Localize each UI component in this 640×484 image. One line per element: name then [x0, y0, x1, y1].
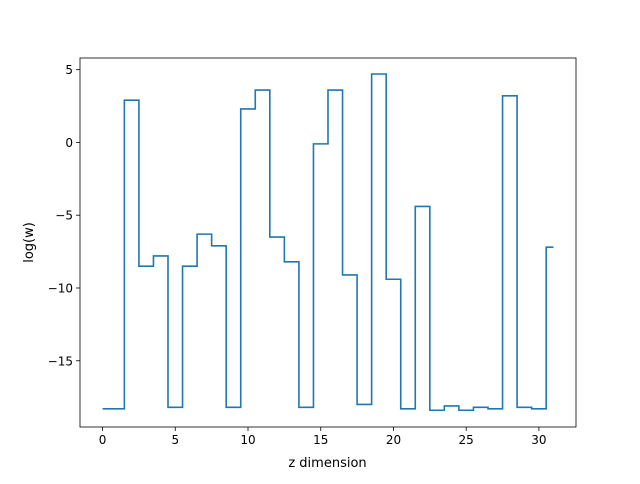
- y-tick-label: −15: [48, 354, 73, 368]
- y-tick-label: 5: [65, 63, 73, 77]
- x-tick-label: 25: [459, 433, 474, 447]
- x-tick-label: 5: [171, 433, 179, 447]
- plot-area: [79, 57, 577, 428]
- x-tick-label: 0: [99, 433, 107, 447]
- x-tick-label: 30: [531, 433, 546, 447]
- x-axis-label: z dimension: [288, 456, 366, 471]
- y-axis: 5 0 −5 −10 −15: [48, 63, 80, 368]
- series-line-0: [102, 73, 554, 412]
- y-axis-label: log(w): [22, 222, 37, 263]
- y-tick-label: 0: [65, 136, 73, 150]
- x-tick-label: 15: [313, 433, 328, 447]
- y-tick-label: −5: [55, 209, 73, 223]
- x-tick-label: 20: [386, 433, 401, 447]
- x-tick-label: 10: [240, 433, 255, 447]
- x-axis: 0 5 10 15 20 25 30: [99, 427, 547, 447]
- axes-frame: [79, 57, 577, 428]
- y-tick-label: −10: [48, 281, 73, 295]
